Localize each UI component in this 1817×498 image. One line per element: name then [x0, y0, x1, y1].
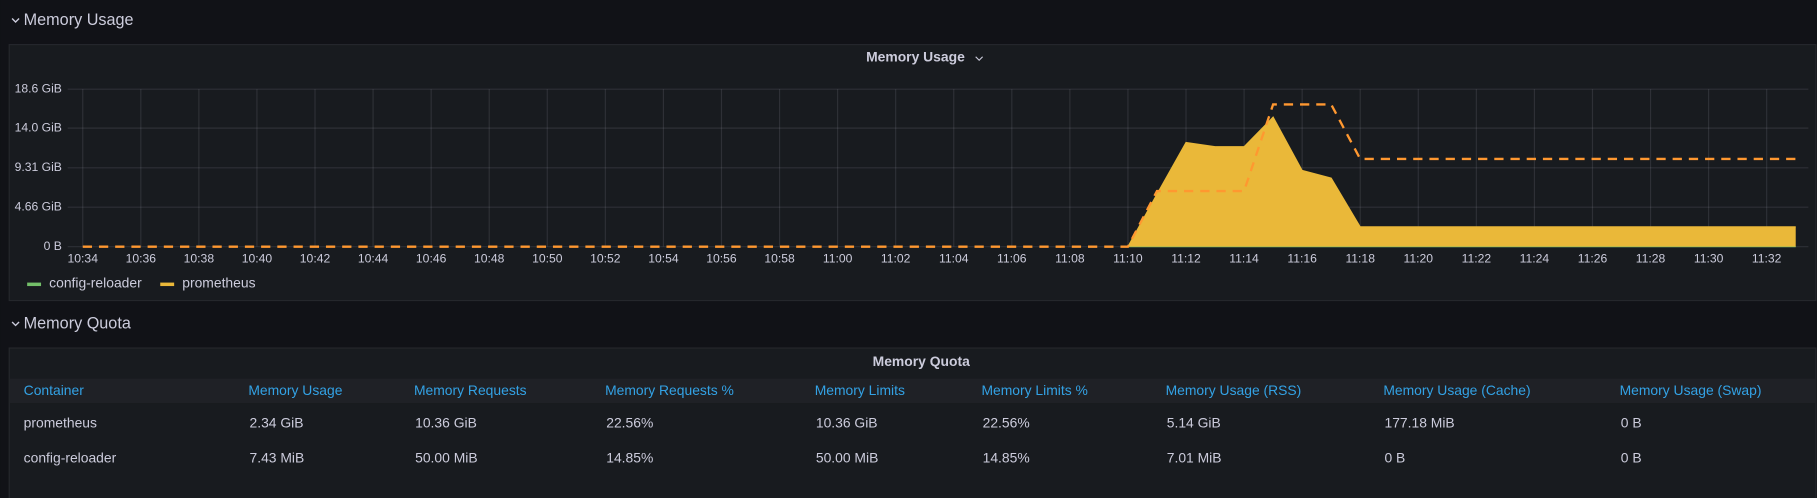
row-title[interactable]: Memory Quota	[24, 315, 132, 333]
x-tick-label: 11:14	[1229, 252, 1259, 266]
x-tick-label: 10:48	[474, 252, 505, 266]
legend-label[interactable]: prometheus	[182, 274, 255, 290]
plot: 0 B 4.66 GiB 9.31 GiB 14.0 GiB 18.6 GiB 10:34…	[15, 81, 1809, 266]
legend-swatch	[160, 282, 175, 287]
x-tick-label: 10:34	[68, 252, 99, 266]
legend-swatch	[27, 282, 42, 287]
x-tick-label: 11:24	[1520, 252, 1550, 266]
line	[1127, 116, 1796, 247]
panel	[8, 44, 1817, 302]
table-cell: 22.56%	[606, 415, 653, 431]
x-tick-label: 11:22	[1462, 252, 1492, 266]
panel-title[interactable]: Memory Quota	[873, 353, 970, 369]
panel-title[interactable]: Memory Usage	[866, 49, 965, 65]
table-cell: 50.00 MiB	[415, 449, 477, 465]
column-header[interactable]: Memory Requests	[414, 382, 527, 398]
table-cell: 0 B	[1621, 449, 1642, 465]
x-tick-label: 10:40	[242, 252, 273, 266]
column-header[interactable]: Memory Limits	[815, 382, 905, 398]
y-tick-label: 18.6 GiB	[15, 81, 62, 95]
table-cell: 22.56%	[983, 415, 1030, 431]
x-tick-label: 11:04	[939, 252, 969, 266]
table-cell: 7.01 MiB	[1167, 449, 1222, 465]
x-tick-label: 11:06	[997, 252, 1027, 266]
table-cell: prometheus	[24, 415, 97, 431]
x-tick-label: 10:46	[416, 252, 447, 266]
collapse-icon[interactable]	[11, 18, 20, 23]
legend-label[interactable]: config-reloader	[49, 274, 142, 290]
column-header[interactable]: Memory Limits %	[981, 382, 1087, 398]
table-cell: 50.00 MiB	[816, 449, 878, 465]
x-tick-label: 11:30	[1694, 252, 1724, 266]
x-tick-label: 10:50	[532, 252, 563, 266]
y-tick-label: 0 B	[44, 239, 62, 253]
x-tick-label: 11:00	[823, 252, 853, 266]
x-tick-label: 11:18	[1345, 252, 1375, 266]
line	[82, 103, 1796, 248]
x-tick-label: 11:08	[1055, 252, 1085, 266]
collapse-icon[interactable]	[11, 321, 20, 327]
x-tick-label: 10:44	[358, 252, 389, 266]
x-tick-label: 11:02	[881, 252, 911, 266]
panel	[8, 347, 1817, 498]
table-cell: 5.14 GiB	[1167, 415, 1221, 431]
x-tick-label: 10:42	[300, 252, 331, 266]
x-tick-label: 11:32	[1752, 252, 1782, 266]
x-tick-label: 11:16	[1287, 252, 1317, 266]
column-header[interactable]: Container	[24, 382, 85, 398]
panel-menu-icon[interactable]	[975, 56, 984, 62]
table-cell: 10.36 GiB	[415, 415, 477, 431]
x-tick-label: 10:36	[126, 252, 157, 266]
column-header[interactable]: Memory Requests %	[605, 382, 734, 398]
table-cell: config-reloader	[24, 449, 117, 465]
table: Container Memory Usage Memory Requests Memo…	[24, 382, 1762, 465]
x-tick-label: 11:10	[1113, 252, 1143, 266]
column-header[interactable]: Memory Usage (Swap)	[1620, 382, 1762, 398]
row-title[interactable]: Memory Usage	[24, 11, 134, 29]
x-tick-label: 11:28	[1636, 252, 1666, 266]
x-tick-label: 11:26	[1578, 252, 1608, 266]
legend: config-reloader prometheus	[27, 274, 256, 290]
table-cell: 10.36 GiB	[816, 415, 878, 431]
y-tick-label: 4.66 GiB	[15, 199, 62, 213]
table-cell: 14.85%	[606, 449, 653, 465]
table-cell: 7.43 MiB	[250, 449, 305, 465]
table-cell: 0 B	[1621, 415, 1642, 431]
table-cell: 2.34 GiB	[250, 415, 304, 431]
area	[1127, 117, 1796, 247]
x-tick-label: 10:52	[590, 252, 621, 266]
y-tick-label: 14.0 GiB	[15, 120, 62, 134]
table-cell: 177.18 MiB	[1384, 415, 1454, 431]
x-tick-label: 10:58	[764, 252, 795, 266]
y-tick-label: 9.31 GiB	[15, 160, 62, 174]
column-header[interactable]: Memory Usage	[248, 382, 342, 398]
x-tick-label: 11:20	[1404, 252, 1434, 266]
x-tick-label: 11:12	[1171, 252, 1201, 266]
column-header[interactable]: Memory Usage (RSS)	[1166, 382, 1302, 398]
x-tick-label: 10:56	[706, 252, 737, 266]
table-header-bg	[9, 378, 1816, 404]
table-cell: 14.85%	[983, 449, 1030, 465]
table-cell: 0 B	[1384, 449, 1405, 465]
x-tick-label: 10:38	[184, 252, 215, 266]
x-tick-label: 10:54	[648, 252, 679, 266]
column-header[interactable]: Memory Usage (Cache)	[1383, 382, 1530, 398]
